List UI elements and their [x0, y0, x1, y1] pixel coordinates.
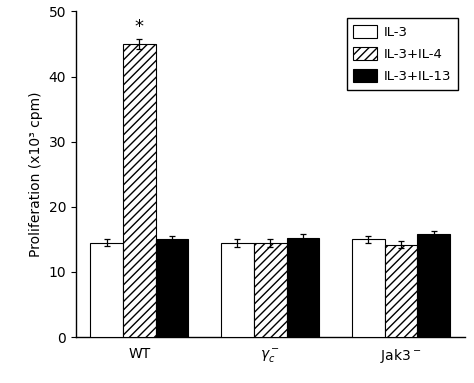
Bar	[123, 44, 156, 337]
Bar	[91, 243, 123, 337]
Bar	[254, 243, 286, 337]
Bar	[156, 239, 189, 337]
Bar	[286, 238, 319, 337]
Bar	[352, 239, 384, 337]
Y-axis label: Proliferation (x10³ cpm): Proliferation (x10³ cpm)	[29, 92, 43, 257]
Text: *: *	[135, 18, 144, 36]
Bar	[221, 243, 254, 337]
Bar	[417, 234, 450, 337]
Bar	[384, 245, 417, 337]
Legend: IL-3, IL-3+IL-4, IL-3+IL-13: IL-3, IL-3+IL-4, IL-3+IL-13	[347, 18, 458, 90]
